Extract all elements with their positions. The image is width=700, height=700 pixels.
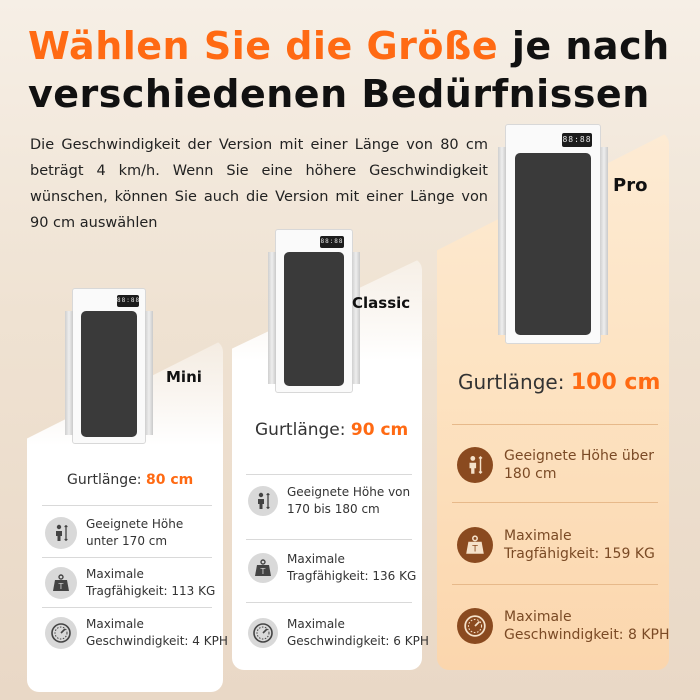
belt-length-value: 100 cm [570, 370, 661, 395]
svg-text:T: T [471, 545, 478, 555]
feature-line2: Geschwindigkeit: 4 KPH [86, 634, 228, 648]
pro-feature-weight: T Maximale Tragfähigkeit: 159 KG [457, 527, 655, 563]
svg-text:T: T [260, 567, 266, 576]
pro-treadmill-image: 88:88 [498, 124, 608, 344]
feature-line1: Maximale [86, 567, 144, 581]
feature-line1: Maximale [504, 609, 572, 625]
classic-model-name: Classic [352, 294, 411, 312]
display-panel: 88:88 [562, 133, 592, 147]
mini-feature-weight: T Maximale Tragfähigkeit: 113 KG [45, 566, 215, 600]
classic-feature-height: Geeignete Höhe von 170 bis 180 cm [248, 484, 410, 518]
svg-text:T: T [58, 582, 64, 591]
weight-icon: T [457, 527, 493, 563]
feature-line1: Maximale [287, 552, 345, 566]
height-icon [45, 517, 77, 549]
feature-line1: Geeignete Höhe [86, 517, 184, 531]
mini-treadmill-image: 88:88 [65, 288, 153, 444]
speedometer-icon [248, 618, 278, 648]
feature-line1: Geeignete Höhe über [504, 448, 655, 464]
running-belt [284, 252, 344, 386]
feature-line2: 170 bis 180 cm [287, 502, 380, 516]
divider [42, 557, 212, 558]
height-icon [248, 486, 278, 516]
classic-feature-weight: T Maximale Tragfähigkeit: 136 KG [248, 551, 416, 585]
feature-line2: Geschwindigkeit: 8 KPH [504, 627, 670, 643]
treadmill-rail [65, 311, 73, 435]
weight-icon: T [45, 567, 77, 599]
pro-feature-height: Geeignete Höhe über 180 cm [457, 447, 654, 483]
pro-feature-speed: Maximale Geschwindigkeit: 8 KPH [457, 608, 669, 644]
divider [246, 602, 412, 603]
pro-model-name: Pro [613, 175, 648, 196]
mini-feature-height: Geeignete Höhe unter 170 cm [45, 516, 183, 550]
belt-length-value: 80 cm [145, 472, 194, 488]
belt-length-value: 90 cm [350, 420, 409, 440]
feature-line1: Maximale [86, 617, 144, 631]
speedometer-icon [45, 617, 77, 649]
display-panel: 88:88 [320, 236, 344, 248]
headline-rest: je nach [511, 24, 670, 68]
feature-line2: Tragfähigkeit: 113 KG [86, 584, 216, 598]
classic-treadmill-image: 88:88 [268, 229, 360, 393]
classic-belt-length: Gurtlänge: 90 cm [255, 420, 408, 440]
feature-line2: Geschwindigkeit: 6 KPH [287, 634, 429, 648]
headline: Wählen Sie die Größe je nach verschieden… [28, 22, 688, 118]
headline-highlight: Wählen Sie die Größe [28, 24, 499, 68]
running-belt [81, 311, 137, 437]
running-belt [515, 153, 591, 335]
treadmill-rail [498, 147, 506, 335]
weight-icon: T [248, 553, 278, 583]
treadmill-rail [352, 252, 360, 384]
display-panel: 88:88 [117, 295, 139, 307]
treadmill-rail [145, 311, 153, 435]
feature-line2: 180 cm [504, 466, 557, 482]
speedometer-icon [457, 608, 493, 644]
divider [42, 607, 212, 608]
feature-line2: unter 170 cm [86, 534, 168, 548]
divider [452, 502, 658, 503]
feature-line1: Maximale [287, 617, 345, 631]
belt-length-label: Gurtlänge: [67, 472, 142, 488]
belt-length-label: Gurtlänge: [255, 420, 346, 440]
belt-length-label: Gurtlänge: [458, 370, 565, 394]
mini-model-name: Mini [166, 368, 202, 386]
description: Die Geschwindigkeit der Version mit eine… [30, 137, 488, 231]
height-icon [457, 447, 493, 483]
feature-line1: Maximale [504, 528, 572, 544]
mini-feature-speed: Maximale Geschwindigkeit: 4 KPH [45, 616, 228, 650]
mini-belt-length: Gurtlänge: 80 cm [67, 472, 193, 488]
treadmill-rail [600, 147, 608, 335]
divider [452, 424, 658, 425]
pro-belt-length: Gurtlänge: 100 cm [458, 370, 660, 395]
feature-line2: Tragfähigkeit: 136 KG [287, 569, 417, 583]
treadmill-rail [268, 252, 276, 384]
headline-line2: verschiedenen Bedürfnissen [28, 72, 650, 116]
feature-line1: Geeignete Höhe von [287, 485, 411, 499]
divider [246, 474, 412, 475]
divider [42, 505, 212, 506]
classic-feature-speed: Maximale Geschwindigkeit: 6 KPH [248, 616, 429, 650]
divider [246, 539, 412, 540]
feature-line2: Tragfähigkeit: 159 KG [504, 546, 655, 562]
divider [452, 584, 658, 585]
